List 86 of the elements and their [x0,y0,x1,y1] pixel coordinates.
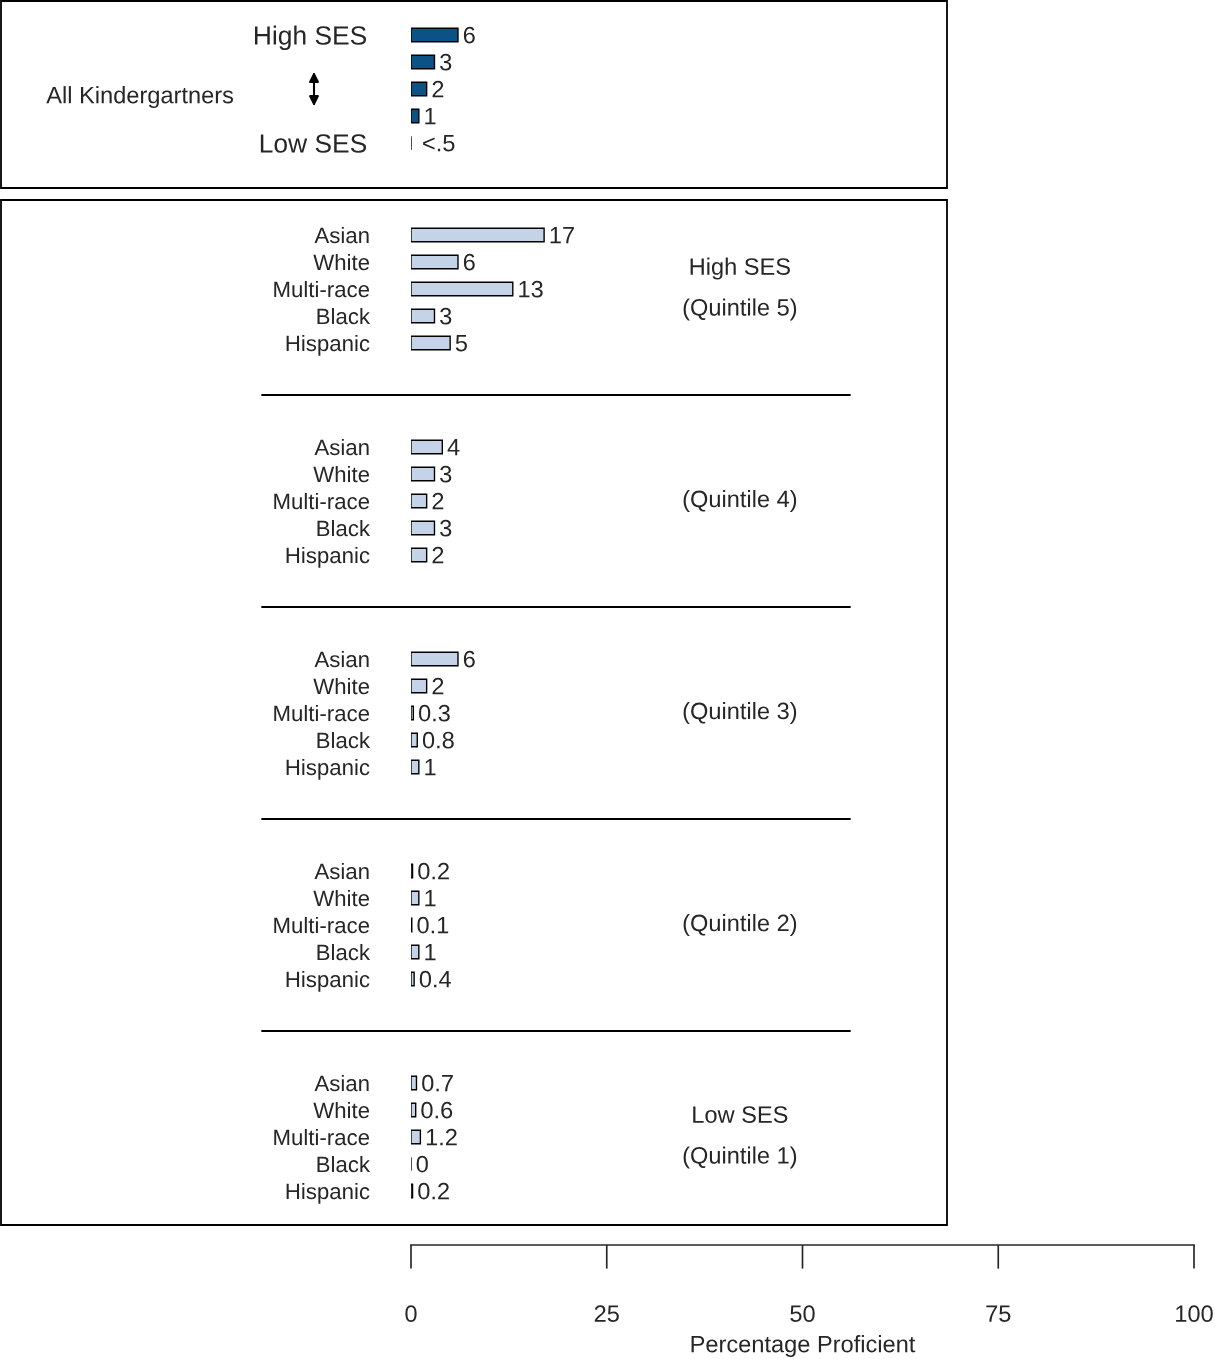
y-tick-label: High SES [255,25,367,51]
x-tick-label: 75 [986,1305,1011,1323]
data-label: 2 [432,546,444,564]
bar [411,890,420,906]
y-tick-label: Multi-race [274,704,370,722]
data-label: 2 [432,492,444,510]
bar [411,651,459,667]
data-label: 0.2 [418,862,449,880]
y-tick-label: White [313,253,370,271]
data-label: 17 [550,227,574,244]
bar [411,732,418,748]
y-tick-label: Hispanic [286,334,370,356]
annotation: Low SES (Quintile 1) [683,1106,797,1169]
data-label: 0.6 [421,1101,453,1119]
bar [411,308,436,324]
data-label: 0.3 [418,704,450,722]
data-label: 6 [463,650,475,668]
y-tick-label: White [313,1101,370,1119]
bar [411,27,459,43]
data-label: 5 [455,335,467,352]
bar [411,281,514,297]
y-tick-label: Asian [314,226,369,244]
bar [411,81,428,97]
y-tick-label: Hispanic [286,758,370,780]
annotation: High SES (Quintile 5) [683,257,797,321]
data-label: 0.1 [417,916,449,934]
data-label: 6 [463,253,475,271]
data-label: 2 [432,677,444,695]
bar [411,705,415,721]
data-label: 4 [447,439,460,456]
y-tick-label: Asian [314,862,369,880]
y-tick-label: White [313,889,370,907]
bar [411,335,451,351]
y-tick-label: Hispanic [286,1182,370,1204]
y-tick-label: Hispanic [286,970,370,992]
bar [411,54,436,70]
y-tick-label: Black [317,1155,371,1173]
y-tick-label: Multi-race [274,492,370,510]
y-tick-label: Asian [314,438,369,456]
x-tick-label: 50 [790,1305,815,1323]
bar [411,944,420,960]
bar [411,108,420,124]
data-label: 1 [425,759,436,776]
data-label: 1.2 [426,1128,457,1146]
y-tick-label: Hispanic [286,546,370,568]
bar [411,678,428,694]
bar [411,971,415,987]
annotation: (Quintile 3) [683,701,797,724]
data-label: 0.7 [422,1074,453,1092]
y-tick-label: Asian [314,1074,369,1092]
data-label: 3 [440,307,452,325]
y-tick-label: White [313,465,370,483]
y-tick-label: Black [317,519,371,537]
y-tick-label: Asian [314,650,369,668]
x-axis-title: Percentage Proficient [691,1335,916,1358]
text: <.5 [423,135,455,152]
y-tick-label: Multi-race [274,916,370,934]
y-tick-label: Multi-race [274,280,370,298]
data-label: 3 [440,53,452,71]
y-tick-label: Black [317,307,371,325]
data-label: 1 [425,108,436,125]
y-tick-label: Black [317,731,371,749]
x-tick-label: 0 [405,1305,417,1323]
data-label: 3 [440,465,452,483]
data-label: 13 [519,280,543,298]
data-label: 0.4 [419,970,451,988]
annotation: (Quintile 4) [683,489,797,512]
y-tick-label: White [313,677,370,695]
data-label: 6 [463,26,475,44]
data-label: 0.2 [418,1182,449,1200]
y-tick-label: Black [317,943,371,961]
data-label: 1 [425,890,436,907]
bar [411,227,545,243]
bar [411,759,420,775]
annotation: (Quintile 2) [683,914,797,936]
y-tick-label: Low SES [260,134,367,153]
data-label: 1 [425,944,436,961]
data-label: 2 [432,80,444,98]
y-tick-label: Multi-race [274,1128,370,1146]
x-tick-label: 25 [594,1305,619,1323]
text: All Kindergartners [46,86,234,109]
data-label: 3 [440,519,452,537]
data-label: 0.8 [422,731,454,749]
bar [411,254,459,270]
x-tick-label: 100 [1176,1305,1213,1323]
data-label: 0 [416,1155,428,1173]
